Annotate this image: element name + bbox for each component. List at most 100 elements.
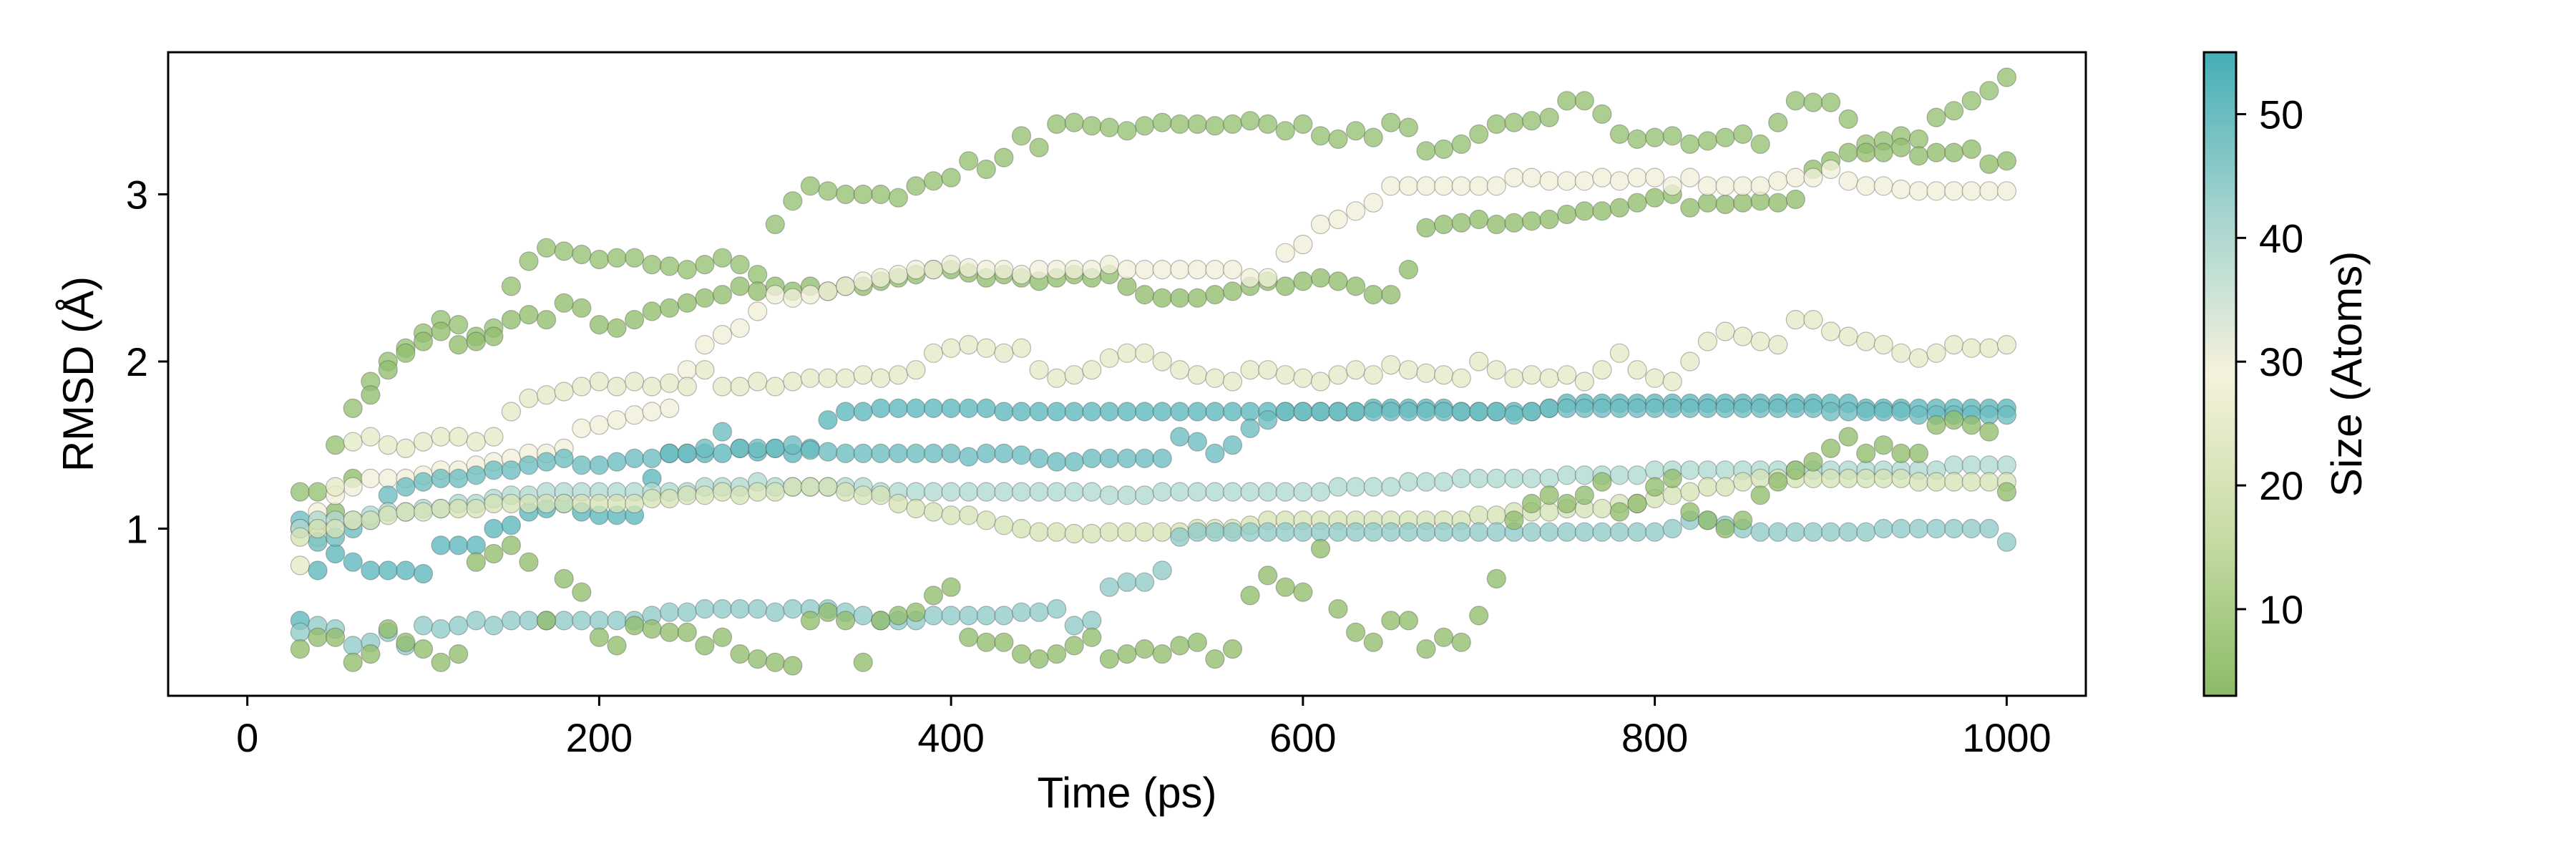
- data-point-s1-95: [1961, 139, 1981, 159]
- data-point-s1-82: [1733, 193, 1753, 213]
- data-point-s6-61: [1363, 477, 1383, 497]
- data-point-s8-83: [1750, 522, 1770, 542]
- data-point-s4-40: [994, 402, 1014, 422]
- data-point-s7-20: [642, 488, 662, 509]
- data-point-s1-11: [484, 326, 504, 346]
- data-point-s1-9: [449, 335, 469, 355]
- data-point-s7-15: [554, 493, 574, 514]
- data-point-s0-83: [1750, 134, 1770, 154]
- data-point-s2-38: [959, 258, 979, 278]
- data-point-s5-73: [1574, 398, 1594, 419]
- data-point-s9-49: [1152, 644, 1172, 664]
- x-tick-label-200: 200: [566, 715, 633, 760]
- data-point-s3-8: [431, 427, 451, 447]
- data-point-s9-10: [466, 552, 486, 572]
- data-point-s3-29: [800, 368, 821, 388]
- data-point-s7-35: [906, 498, 926, 519]
- data-point-s4-35: [906, 398, 926, 419]
- data-point-s9-83: [1750, 485, 1770, 505]
- data-point-s9-19: [624, 616, 645, 636]
- data-point-s7-82: [1733, 472, 1753, 492]
- data-point-s2-24: [712, 325, 733, 345]
- data-point-s0-62: [1381, 112, 1401, 132]
- data-point-s5-61: [1363, 402, 1383, 422]
- data-point-s0-13: [519, 251, 539, 271]
- data-point-s3-96: [1979, 338, 1999, 358]
- data-point-s5-67: [1469, 402, 1489, 422]
- data-point-s7-37: [941, 505, 961, 525]
- data-point-s1-23: [695, 288, 715, 308]
- data-point-s1-70: [1521, 211, 1542, 231]
- data-point-s2-42: [1029, 260, 1049, 280]
- data-point-s3-2: [326, 477, 346, 497]
- data-point-s1-72: [1557, 204, 1577, 225]
- data-point-s3-63: [1398, 360, 1419, 380]
- data-point-s8-94: [1944, 518, 1964, 539]
- data-point-s5-17: [589, 455, 610, 475]
- data-point-s6-94: [1944, 455, 1964, 475]
- data-point-s0-59: [1328, 129, 1348, 149]
- data-point-s1-14: [536, 310, 557, 330]
- data-point-s5-36: [923, 443, 944, 464]
- data-point-s2-27: [765, 285, 785, 305]
- colorbar-tick-label-50: 50: [2259, 92, 2303, 137]
- data-point-s6-97: [1996, 455, 2016, 475]
- data-point-s4-24: [712, 443, 733, 464]
- data-point-s8-77: [1645, 522, 1665, 542]
- data-point-s5-80: [1697, 398, 1717, 419]
- data-point-s8-67: [1469, 522, 1489, 542]
- data-point-s9-26: [748, 649, 768, 669]
- data-point-s7-16: [572, 493, 592, 514]
- data-point-s7-9: [449, 498, 469, 519]
- data-point-s1-47: [1117, 276, 1137, 296]
- data-point-s0-86: [1803, 92, 1823, 112]
- data-point-s0-17: [589, 249, 610, 270]
- data-point-s3-90: [1873, 335, 1893, 355]
- data-point-s3-47: [1117, 343, 1137, 363]
- data-point-s8-3: [343, 636, 363, 656]
- data-point-s2-25: [730, 318, 750, 338]
- data-point-s4-42: [1029, 402, 1049, 422]
- data-point-s5-88: [1838, 402, 1858, 422]
- data-point-s3-92: [1908, 348, 1928, 368]
- data-point-s1-21: [660, 298, 680, 318]
- data-point-s8-8: [431, 618, 451, 639]
- data-point-s2-47: [1117, 260, 1137, 280]
- data-point-s7-48: [1134, 522, 1155, 542]
- data-point-s8-39: [976, 606, 996, 626]
- data-point-s7-79: [1680, 482, 1700, 502]
- data-point-s4-45: [1082, 402, 1102, 422]
- data-point-s2-30: [818, 281, 838, 301]
- data-point-s2-66: [1451, 176, 1471, 196]
- data-point-s2-53: [1222, 260, 1243, 280]
- data-point-s8-54: [1240, 522, 1260, 542]
- data-point-s0-14: [536, 238, 557, 258]
- data-point-s7-44: [1064, 523, 1084, 544]
- data-point-s5-51: [1187, 432, 1207, 452]
- data-point-s3-15: [554, 382, 574, 402]
- data-point-s1-8: [431, 321, 451, 341]
- data-point-s6-41: [1011, 482, 1032, 502]
- data-point-s5-84: [1768, 398, 1788, 419]
- data-point-s8-36: [923, 606, 944, 626]
- data-point-s1-20: [642, 301, 662, 321]
- data-point-s9-36: [923, 586, 944, 606]
- data-point-s9-61: [1363, 632, 1383, 652]
- data-point-s8-11: [484, 616, 504, 636]
- data-point-s8-87: [1820, 522, 1841, 542]
- data-point-s7-1: [308, 518, 328, 539]
- data-point-s2-26: [748, 301, 768, 321]
- data-point-s3-11: [484, 427, 504, 447]
- data-point-s5-70: [1521, 402, 1542, 422]
- data-point-s8-21: [660, 602, 680, 622]
- data-point-s8-90: [1873, 518, 1893, 539]
- data-point-s7-67: [1469, 505, 1489, 525]
- data-point-s7-86: [1803, 468, 1823, 489]
- data-point-s9-23: [695, 636, 715, 656]
- data-point-s9-3: [343, 652, 363, 672]
- data-point-s8-13: [519, 611, 539, 631]
- data-point-s5-25: [730, 438, 750, 459]
- data-point-s3-66: [1451, 368, 1471, 388]
- data-point-s0-84: [1768, 112, 1788, 132]
- data-point-s5-78: [1662, 398, 1682, 419]
